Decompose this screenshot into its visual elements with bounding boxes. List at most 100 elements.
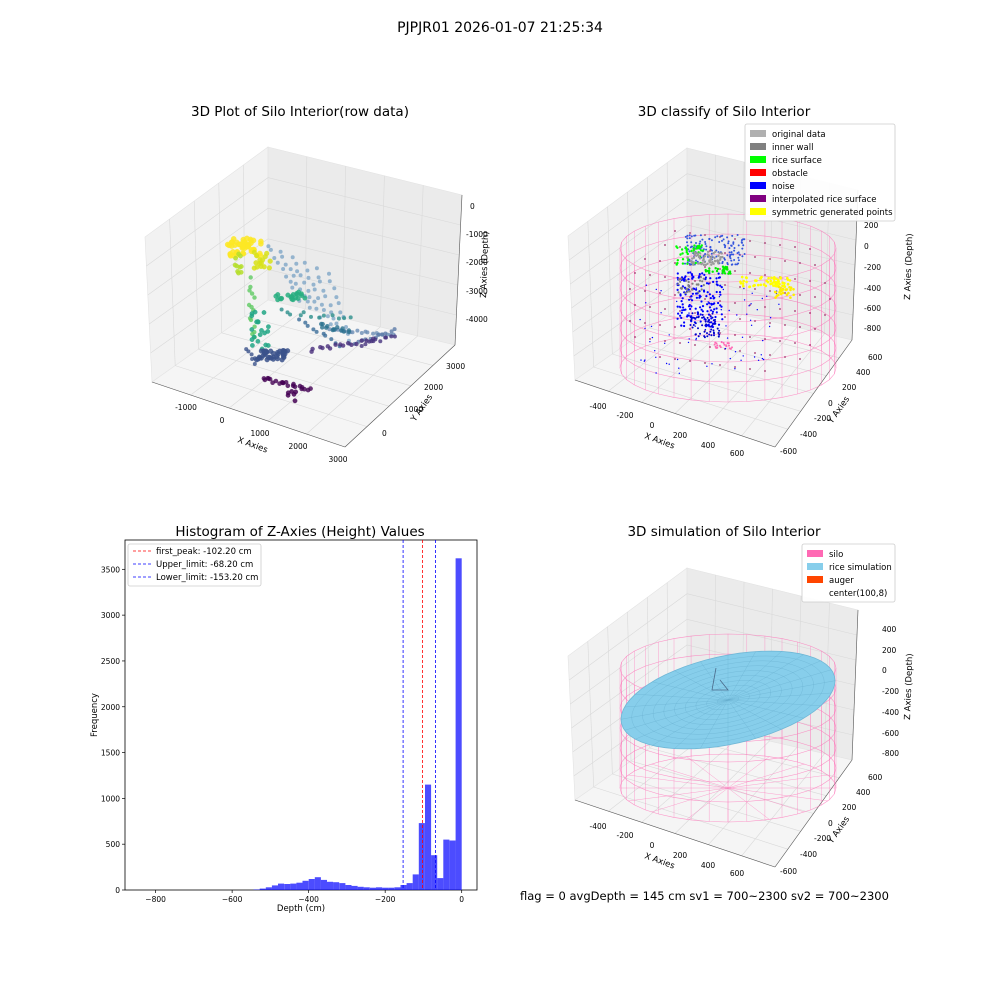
panel2-point bbox=[755, 279, 758, 283]
panel2-grid-point bbox=[809, 344, 811, 346]
panel1-point bbox=[316, 275, 321, 280]
panel2-point bbox=[779, 286, 782, 290]
panel2-point bbox=[714, 236, 717, 239]
panel2-point bbox=[705, 295, 708, 298]
panel2-point bbox=[705, 248, 708, 251]
panel2-point bbox=[756, 283, 760, 287]
panel1-point bbox=[264, 357, 270, 363]
panel4-floor-spoke bbox=[651, 787, 729, 813]
panel2-point bbox=[750, 303, 752, 305]
panel2-grid-point bbox=[749, 272, 751, 274]
panel2-point bbox=[660, 290, 662, 292]
panel2-z-tick-label: -200 bbox=[864, 263, 881, 272]
panel4-floor-spoke bbox=[727, 756, 770, 789]
panel1-y-tick-label: 1000 bbox=[404, 405, 423, 414]
panel2-point bbox=[719, 346, 722, 349]
panel2-point bbox=[677, 283, 680, 286]
panel2-point bbox=[762, 283, 766, 286]
panel1-point bbox=[232, 242, 238, 248]
panel1-point bbox=[325, 314, 330, 319]
panel1-grid-line bbox=[193, 200, 199, 350]
panel1-x-axis-line bbox=[151, 381, 346, 448]
panel2-grid-point bbox=[659, 260, 661, 262]
panel2-point bbox=[730, 251, 733, 254]
panel2-point bbox=[680, 277, 683, 280]
panel2-point bbox=[775, 277, 778, 281]
panel1-point bbox=[259, 328, 264, 333]
panel2-grid-point bbox=[749, 368, 751, 370]
panel2-grid-point bbox=[704, 362, 706, 364]
panel3-bar bbox=[437, 878, 444, 890]
panel1-point bbox=[355, 328, 360, 333]
panel4-y-axis-line bbox=[774, 759, 853, 868]
panel2-point bbox=[701, 249, 705, 252]
panel2-point bbox=[696, 252, 699, 255]
panel2-point bbox=[699, 332, 701, 335]
panel1-point bbox=[293, 281, 298, 286]
panel2-point bbox=[701, 324, 704, 327]
panel4-legend-swatch bbox=[807, 550, 823, 557]
panel2-point bbox=[734, 351, 737, 353]
panel1-point bbox=[281, 354, 287, 360]
panel2-point bbox=[686, 244, 689, 247]
panel1-x-tick-label: 2000 bbox=[288, 442, 307, 451]
panel2-point bbox=[711, 310, 715, 313]
panel3-bar bbox=[412, 874, 419, 890]
panel1-point bbox=[328, 322, 333, 327]
panel1-point bbox=[279, 307, 284, 312]
panel2-grid-point bbox=[794, 246, 796, 248]
panel2-point bbox=[741, 336, 744, 338]
panel2-point bbox=[726, 263, 729, 266]
panel2-point bbox=[708, 302, 711, 305]
panel2-grid-point bbox=[769, 322, 771, 324]
panel2-point bbox=[736, 234, 739, 236]
panel2-point bbox=[711, 316, 714, 319]
panel2-grid-point bbox=[704, 298, 706, 300]
panel2-point bbox=[686, 262, 689, 265]
panel4-floor-spoke bbox=[628, 774, 729, 789]
panel2-point bbox=[723, 257, 726, 260]
panel2-point bbox=[707, 313, 711, 316]
panel2-grid-point bbox=[814, 264, 816, 266]
panel2-point bbox=[728, 247, 731, 250]
panel1-point bbox=[292, 398, 298, 404]
panel1-point bbox=[285, 383, 291, 389]
panel2-point bbox=[779, 288, 782, 292]
panel2-point bbox=[721, 255, 724, 259]
panel2-grid-point bbox=[719, 268, 721, 270]
panel1-point bbox=[265, 329, 271, 334]
panel1-point bbox=[251, 334, 257, 340]
panel1-point bbox=[255, 319, 261, 324]
panel1-point bbox=[327, 279, 332, 284]
panel4-legend-label: auger bbox=[829, 576, 854, 586]
panel2-legend-label: inner wall bbox=[772, 143, 813, 153]
panel2-point bbox=[675, 245, 678, 248]
panel2-point bbox=[709, 277, 712, 280]
panel2-point bbox=[699, 252, 702, 255]
panel1-point bbox=[327, 346, 333, 351]
panel1-z-tick-label: 0 bbox=[470, 202, 475, 211]
panel2-point bbox=[714, 250, 717, 254]
panel2-point bbox=[719, 256, 722, 259]
panel2-point bbox=[773, 281, 777, 284]
panel2-grid-point bbox=[734, 270, 736, 272]
panel2-legend-label: interpolated rice surface bbox=[772, 195, 877, 205]
panel2-point bbox=[684, 262, 686, 265]
panel1-point bbox=[250, 343, 255, 348]
panel2-point bbox=[690, 316, 693, 319]
panel1-x-tick-label: 1000 bbox=[250, 429, 269, 438]
panel2-point bbox=[710, 252, 713, 255]
panel2-point bbox=[713, 321, 716, 324]
panel2-point bbox=[788, 286, 791, 289]
panel1-point bbox=[312, 299, 317, 304]
panel3-bar bbox=[357, 886, 364, 890]
panel2-grid-point bbox=[694, 312, 696, 314]
panel1-point bbox=[288, 267, 293, 272]
panel2-grid-point bbox=[659, 356, 661, 358]
panel1-grid-line bbox=[146, 177, 461, 267]
panel1-point bbox=[288, 279, 293, 284]
panel2-legend-label: symmetric generated points bbox=[772, 208, 893, 218]
panel2-grid-point bbox=[754, 288, 756, 290]
panel2-point bbox=[643, 360, 645, 362]
panel1-point bbox=[280, 254, 285, 259]
